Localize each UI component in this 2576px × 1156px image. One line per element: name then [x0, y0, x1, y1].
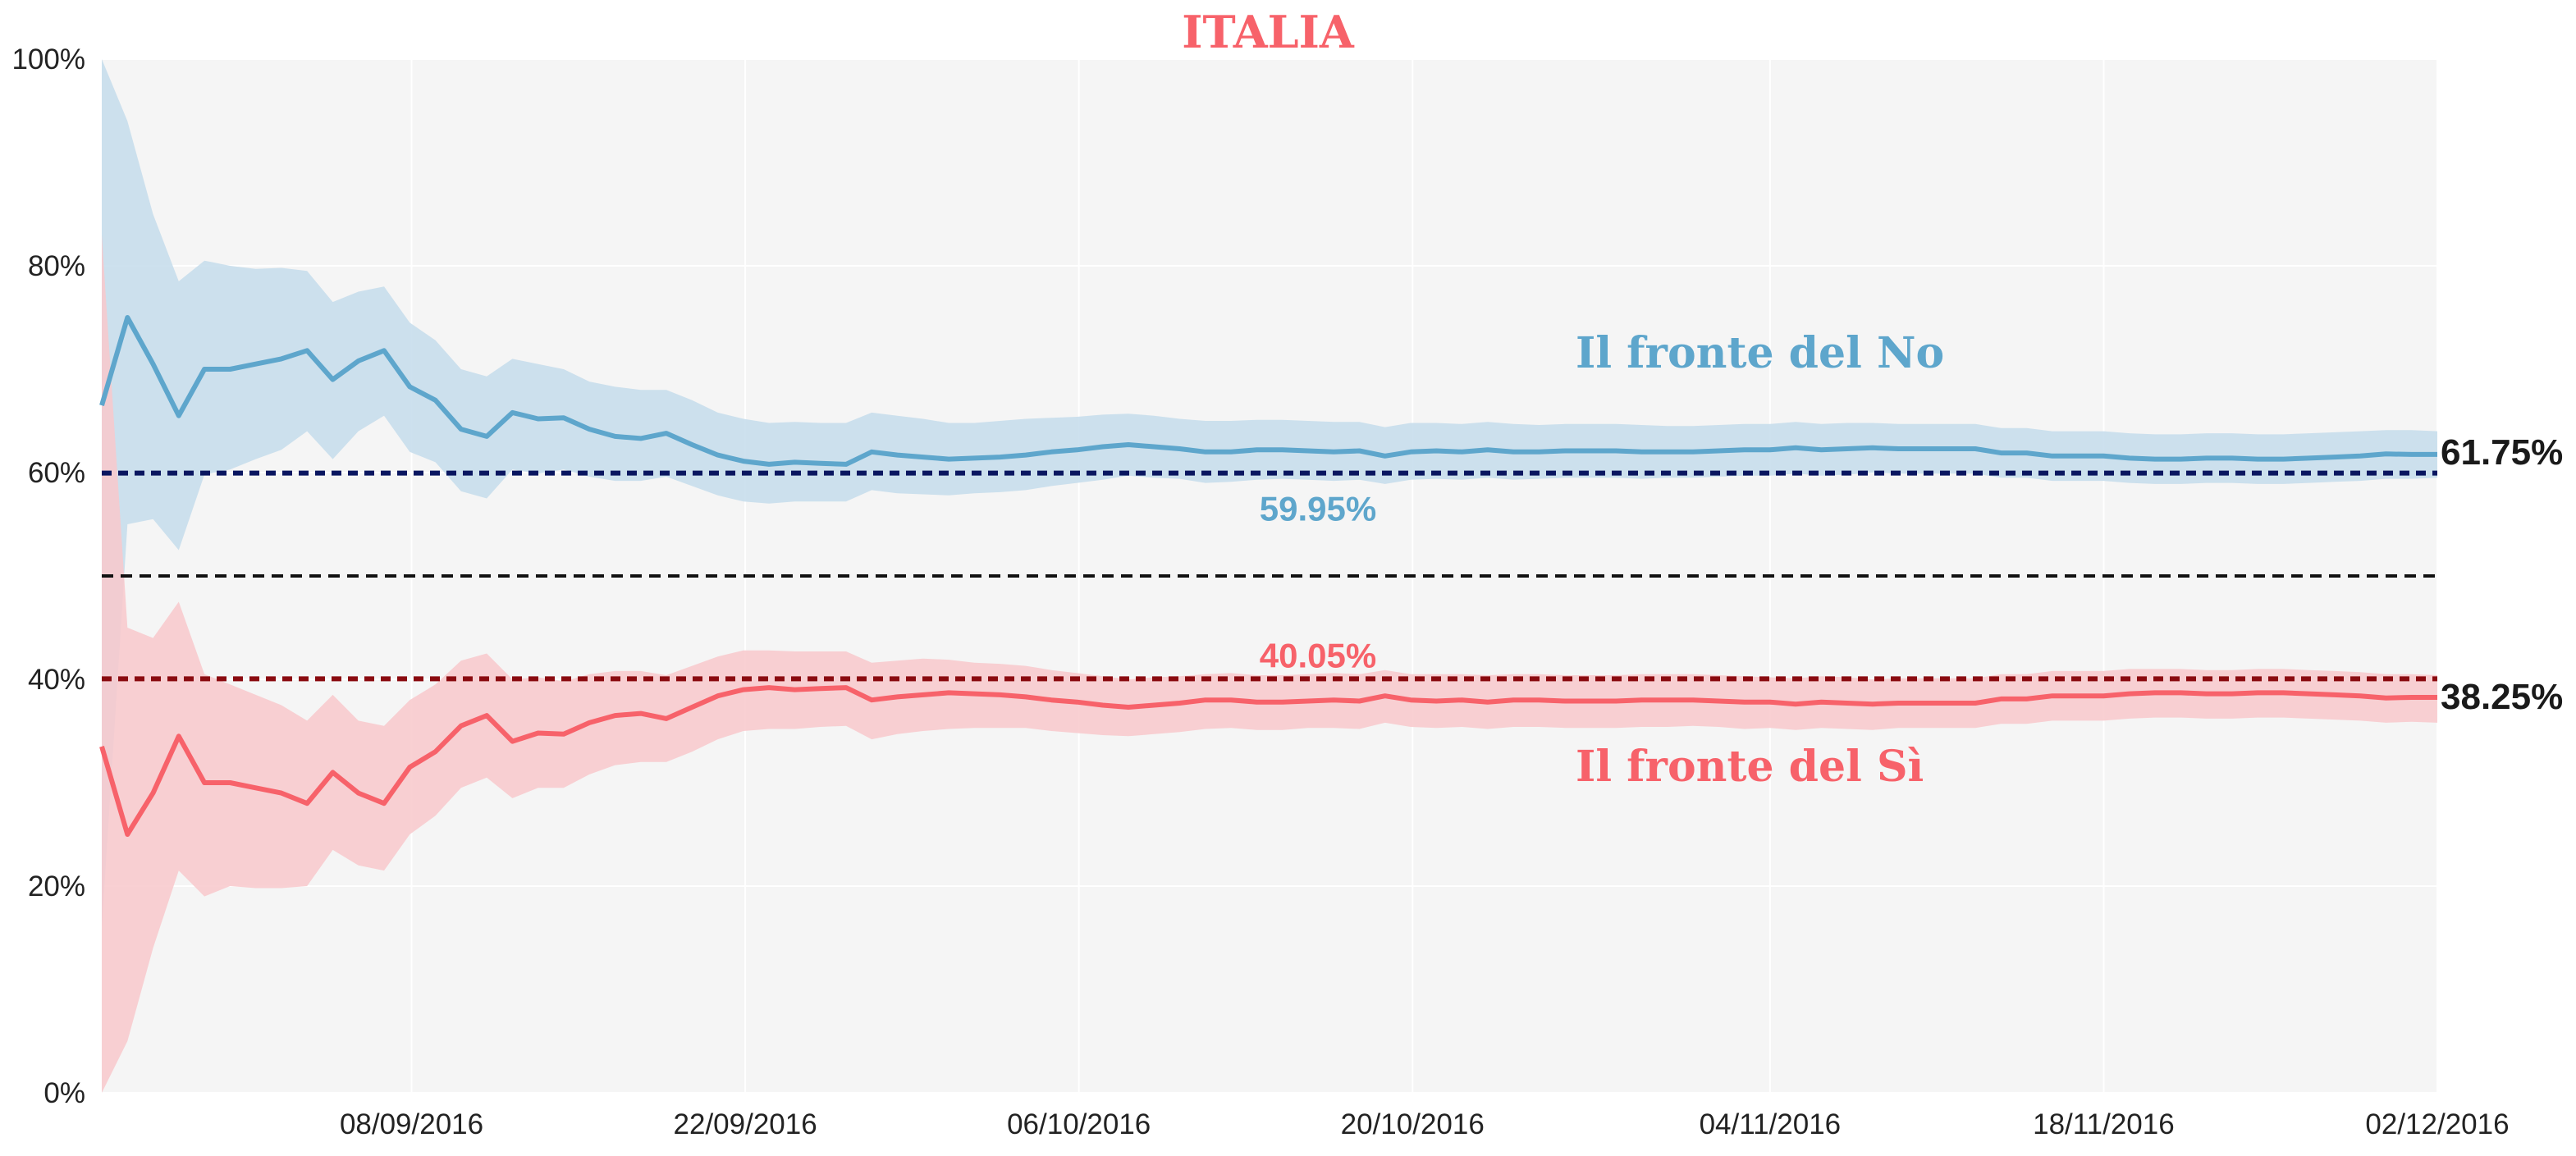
series-label-si: Il fronte del Sì: [1576, 742, 1924, 792]
y-tick-label: 20%: [28, 870, 85, 902]
series-label-no: Il fronte del No: [1576, 328, 1944, 378]
x-tick-label: 22/09/2016: [674, 1108, 817, 1140]
reference-lines: [102, 470, 2437, 682]
y-tick-label: 60%: [28, 457, 85, 489]
y-tick-label: 40%: [28, 664, 85, 696]
x-tick-label: 06/10/2016: [1007, 1108, 1151, 1140]
y-axis-ticks: 0% 20% 40% 60% 80% 100%: [11, 43, 85, 1109]
y-tick-label: 100%: [11, 43, 85, 75]
x-axis-ticks: 08/09/2016 22/09/2016 06/10/2016 20/10/2016…: [340, 1108, 2510, 1140]
end-value-si: 38.25%: [2441, 677, 2563, 717]
x-tick-label: 18/11/2016: [2033, 1108, 2175, 1140]
x-tick-label: 04/11/2016: [1700, 1108, 1842, 1140]
series-lines: [99, 315, 2437, 837]
x-tick-label: 20/10/2016: [1341, 1108, 1485, 1140]
series-line-0: [99, 315, 2437, 467]
reference-label-no: 59.95%: [1260, 490, 1376, 528]
series-line-1: [99, 685, 2437, 837]
y-tick-label: 0%: [43, 1077, 85, 1109]
y-tick-label: 80%: [28, 250, 85, 282]
reference-label-si: 40.05%: [1260, 636, 1376, 674]
end-value-no: 61.75%: [2441, 432, 2563, 473]
chart-title: ITALIA: [1182, 6, 1355, 58]
x-tick-label: 08/09/2016: [340, 1108, 483, 1140]
x-tick-label: 02/12/2016: [2365, 1108, 2509, 1140]
